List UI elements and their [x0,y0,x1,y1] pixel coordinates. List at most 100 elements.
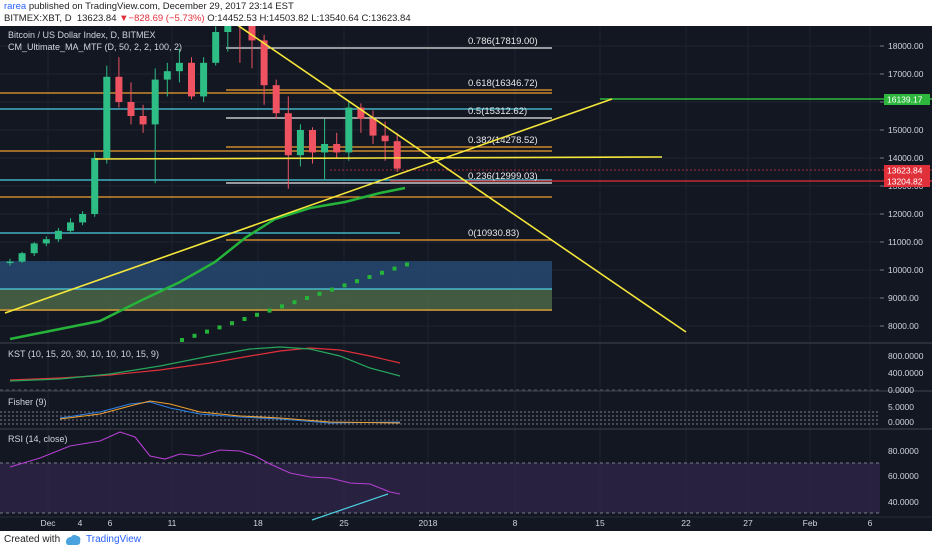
candle-body [272,85,280,114]
time-axis-label: 25 [339,518,349,528]
candle-body [6,261,14,264]
fib-level-label: 0.382(14278.52) [468,135,538,146]
ma-dot [405,262,409,267]
price-axis-label: 11000.00 [888,237,923,247]
ma-dot [367,275,372,279]
ma-dot [255,312,259,317]
candle-body [248,26,256,41]
fisher-line [59,401,401,424]
green-zone [0,289,552,311]
candle-body [163,71,171,80]
indicator-axis-label: 0.0000 [888,417,914,427]
candle-body [224,26,232,32]
candlestick-series [6,26,401,266]
rising-trendline[interactable] [4,98,613,314]
horizontal-trendline[interactable] [94,156,663,160]
ma-dot [242,317,247,321]
fib-level-label: 0.236(12999.03) [468,171,538,182]
candle-body [18,253,26,262]
ma-dot [342,283,347,288]
footer: Created with TradingView [0,531,932,550]
rsi-band [0,463,880,513]
candle-body [139,116,147,125]
price-tag-label: 13204.82 [887,177,923,187]
support-zones [0,261,552,311]
candle-body [357,107,365,119]
kst-signal-line [9,346,401,382]
kst-title: KST (10, 15, 20, 30, 10, 10, 10, 15, 9) [8,349,159,359]
time-axis-label: 27 [743,518,753,528]
time-axis-label: 22 [681,518,691,528]
candle-body [67,222,74,231]
indicator-axis-label: 800.0000 [888,351,924,361]
candle-body [284,113,292,156]
candle-body [115,76,123,102]
candle-body [151,79,159,125]
ma-dot [230,321,234,326]
indicator-axis-label: 80.0000 [888,446,919,456]
candle-body [381,135,389,142]
author-link[interactable]: rarea [4,1,27,12]
candle-body [42,239,50,244]
time-axis-label: 15 [595,518,605,528]
candle-body [30,243,38,254]
time-axis-label: 6 [108,518,113,528]
ma-dot [392,266,397,271]
fisher-title: Fisher (9) [8,397,47,407]
candle-body [260,40,268,86]
rsi-trendline[interactable] [311,493,389,521]
price-tag-label: 13623.84 [887,166,923,176]
time-axis-label: Feb [803,518,818,528]
last-price: 13623.84 [76,13,117,24]
candle-body [175,62,183,72]
fib-level-label: 0.618(16346.72) [468,78,538,89]
rsi-title: RSI (14, close) [8,434,68,444]
publish-header: rarea published on TradingView.com, Dece… [0,0,932,26]
rsi-axis: 80.0000 60.0000 40.0000 [888,446,919,507]
fib-level-label: 0.5(15312.62) [468,106,527,117]
fib-level-label: 0.786(17819.00) [468,36,538,47]
candle-body [345,107,353,153]
price-tag [884,176,930,187]
candle-body [91,158,99,214]
tradingview-brand[interactable]: TradingView [86,534,142,545]
ma-dot [355,279,359,284]
price-tag [884,165,930,176]
fisher-trigger-line [59,400,401,424]
candle-body [188,62,195,97]
price-change: −828.69 (−5.73%) [128,13,205,24]
candle-body [369,118,377,136]
created-with-text: Created with [4,534,61,545]
indicator-axis-label: 40.0000 [888,497,919,507]
ma-dot [305,296,309,300]
candle-body [333,144,341,153]
ma-dot [267,308,272,313]
falling-trendline[interactable] [230,26,687,333]
indicator-axis-label: 0.0000 [888,385,914,395]
kst-pane: KST (10, 15, 20, 30, 10, 10, 10, 15, 9) … [0,346,924,395]
time-axis-label: 18 [253,518,263,528]
price-axis-label: 15000.00 [888,125,924,135]
candle-body [212,32,220,63]
price-tag [884,94,930,105]
chart-title: Bitcoin / US Dollar Index, D, BITMEX [8,30,156,40]
chart-canvas[interactable]: 0.786(17819.00) 0.618(16346.72) 0.5(15312.… [0,26,932,531]
price-tag-label: 16139.17 [887,95,923,105]
candle-body [54,230,62,240]
time-axis-label: 2018 [419,518,438,528]
fibonacci-retracement[interactable]: 0.786(17819.00) 0.618(16346.72) 0.5(15312.… [226,36,552,241]
ma-dot [192,333,197,338]
ma-dot [217,325,222,330]
ma-dot [317,291,322,296]
candle-body [321,144,329,153]
fib-level-label: 0(10930.83) [468,228,519,239]
rsi-line [9,431,401,495]
trend-lines[interactable] [4,26,687,333]
ma-dot [330,287,334,292]
price-axis-label: 12000.00 [888,209,924,219]
ma-dot [292,300,297,305]
time-axis-label: 8 [513,518,518,528]
time-axis[interactable]: Dec 6 11 18 25 2018 8 15 22 27 Feb 6 4 [40,518,872,528]
candle-body [103,76,111,158]
